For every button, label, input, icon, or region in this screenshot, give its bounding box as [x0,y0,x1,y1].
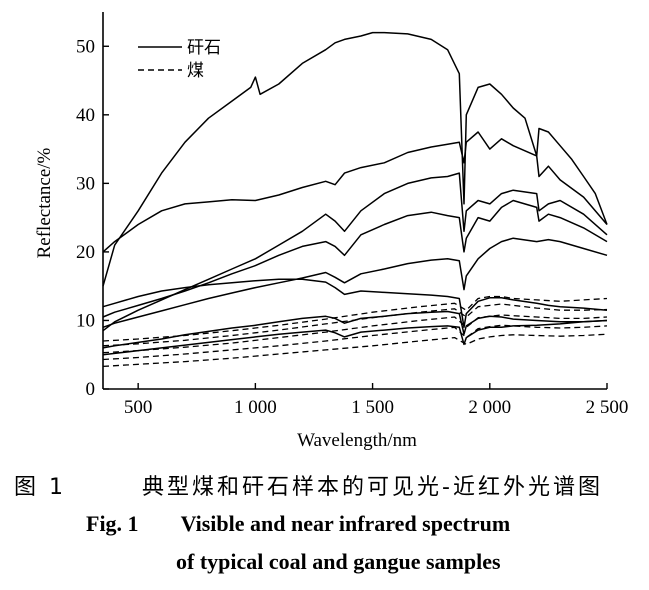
series-layer [102,31,608,368]
axes: 0 10 20 30 40 50 500 1 000 1 500 2 000 2 500 [76,12,628,418]
gangue-series-line-7 [102,310,608,349]
coal-series-line-9 [102,295,608,342]
caption-zh: 图 1 典型煤和矸石样本的可见光-近红外光谱图 [0,469,649,501]
caption-zh-label: 图 1 [14,475,66,500]
gangue-series-line-4 [102,199,608,318]
gangue-series-line-5 [102,237,608,329]
caption-en-line2: of typical coal and gangue samples [176,549,649,575]
y-tick-label: 10 [76,310,95,331]
coal-series-line-10 [102,303,608,347]
coal-series-line-13 [102,333,608,368]
y-tick-label: 20 [76,242,95,263]
y-tick-label: 30 [76,173,95,194]
x-tick-label: 500 [124,397,153,418]
coal-series-line-12 [102,324,608,361]
caption-en-text2: of typical coal and gangue samples [176,549,501,574]
gangue-series-line-1 [102,31,608,287]
y-axis-title: Reflectance/% [34,147,55,258]
legend-coal-label: 煤 [187,61,204,80]
x-axis-title: Wavelength/nm [297,430,417,451]
y-tick-label: 0 [86,379,96,400]
caption-en-line1: Fig. 1 Visible and near infrared spectrum [86,511,649,537]
gangue-series-line-3 [102,172,608,332]
legend: 矸石煤 [138,38,221,80]
spectrum-chart: 0 10 20 30 40 50 500 1 000 1 500 2 000 2 500 矸石煤 W… [34,12,628,451]
x-tick-label: 2 000 [468,397,511,418]
x-tick-label: 1 000 [234,397,277,418]
gangue-series-line-2 [102,131,608,253]
caption-en-text1: Visible and near infrared spectrum [180,511,511,536]
x-tick-label: 1 500 [351,397,394,418]
caption-en-label: Fig. 1 [86,511,139,536]
coal-series-line-11 [102,314,608,354]
x-tick-label: 2 500 [586,397,629,418]
legend-gangue-label: 矸石 [187,38,221,57]
gangue-series-line-8 [102,319,608,356]
gangue-series-line-6 [102,278,608,329]
caption-zh-text: 典型煤和矸石样本的可见光-近红外光谱图 [142,475,603,500]
y-tick-label: 50 [76,36,95,57]
y-tick-label: 40 [76,105,95,126]
